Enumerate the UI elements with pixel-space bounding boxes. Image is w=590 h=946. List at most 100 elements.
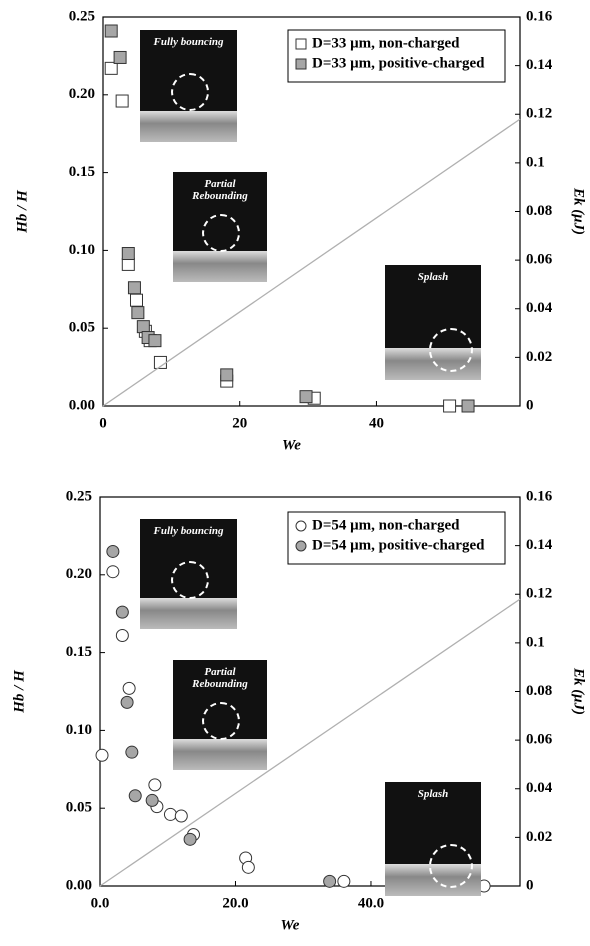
y2-tick-label: 0.1 bbox=[526, 154, 545, 170]
inset-ring bbox=[202, 214, 240, 252]
y2-axis-label: Ek (μJ) bbox=[571, 187, 587, 235]
inset-surface bbox=[173, 739, 267, 770]
inset-photo: Partial Rebounding bbox=[173, 660, 267, 770]
x-tick-label: 40.0 bbox=[358, 895, 384, 911]
chart: 0.000.050.100.150.200.2500.020.040.060.0… bbox=[0, 0, 590, 946]
point bbox=[116, 629, 128, 641]
point bbox=[324, 875, 336, 887]
inset-ring bbox=[171, 561, 209, 599]
legend-label: D=33 μm, positive-charged bbox=[312, 55, 485, 71]
point bbox=[338, 875, 350, 887]
inset-photo: Fully bouncing bbox=[140, 519, 237, 629]
point bbox=[462, 400, 474, 412]
y2-tick-label: 0.02 bbox=[526, 349, 552, 365]
point bbox=[122, 258, 134, 270]
inset-ring bbox=[171, 73, 209, 111]
inset-label: Splash bbox=[385, 788, 481, 800]
y2-tick-label: 0 bbox=[526, 877, 534, 893]
point bbox=[126, 746, 138, 758]
inset-photo: Partial Rebounding bbox=[173, 172, 267, 282]
y2-tick-label: 0.16 bbox=[526, 8, 553, 24]
point bbox=[121, 696, 133, 708]
y2-tick-label: 0 bbox=[526, 397, 534, 413]
point bbox=[122, 248, 134, 260]
x-tick-label: 0 bbox=[99, 415, 107, 431]
point bbox=[221, 369, 233, 381]
y2-tick-label: 0.1 bbox=[526, 634, 545, 650]
point bbox=[105, 62, 117, 74]
y2-tick-label: 0.14 bbox=[526, 57, 553, 73]
inset-ring bbox=[429, 844, 473, 888]
inset-label: Partial Rebounding bbox=[173, 178, 267, 202]
y2-tick-label: 0.06 bbox=[526, 732, 553, 748]
point bbox=[164, 808, 176, 820]
point bbox=[149, 335, 161, 347]
y-tick-label: 0.05 bbox=[69, 320, 95, 336]
point bbox=[116, 95, 128, 107]
x-axis-label: We bbox=[282, 437, 301, 453]
inset-label: Fully bouncing bbox=[140, 36, 237, 48]
y2-tick-label: 0.08 bbox=[526, 203, 552, 219]
point bbox=[132, 307, 144, 319]
y2-tick-label: 0.12 bbox=[526, 586, 552, 602]
inset-ring bbox=[202, 702, 240, 740]
point bbox=[105, 25, 117, 37]
point bbox=[128, 282, 140, 294]
x-axis-label: We bbox=[281, 917, 300, 933]
y2-tick-label: 0.06 bbox=[526, 252, 553, 268]
point bbox=[107, 566, 119, 578]
y2-tick-label: 0.04 bbox=[526, 780, 553, 796]
point bbox=[137, 321, 149, 333]
inset-ring bbox=[429, 328, 473, 372]
y-tick-label: 0.10 bbox=[69, 242, 95, 258]
point bbox=[123, 682, 135, 694]
inset-label: Splash bbox=[385, 271, 481, 283]
inset-label: Fully bouncing bbox=[140, 525, 237, 537]
y-tick-label: 0.20 bbox=[69, 86, 95, 102]
page: 0.000.050.100.150.200.2500.020.040.060.0… bbox=[0, 0, 590, 946]
y-axis-label: Hb / H bbox=[11, 669, 27, 714]
legend-marker bbox=[296, 59, 306, 69]
y-tick-label: 0.00 bbox=[66, 877, 92, 893]
legend-marker bbox=[296, 541, 306, 551]
point bbox=[129, 790, 141, 802]
y2-axis-label: Ek (μJ) bbox=[571, 667, 587, 715]
legend-marker bbox=[296, 521, 306, 531]
x-tick-label: 0.0 bbox=[91, 895, 110, 911]
legend-label: D=33 μm, non-charged bbox=[312, 35, 460, 51]
point bbox=[116, 606, 128, 618]
inset-surface bbox=[140, 598, 237, 629]
y-tick-label: 0.25 bbox=[66, 488, 92, 504]
y-tick-label: 0.15 bbox=[66, 644, 92, 660]
x-tick-label: 20.0 bbox=[222, 895, 248, 911]
point bbox=[96, 749, 108, 761]
x-tick-label: 20 bbox=[232, 415, 247, 431]
point bbox=[184, 833, 196, 845]
point bbox=[300, 391, 312, 403]
y2-tick-label: 0.14 bbox=[526, 537, 553, 553]
y2-tick-label: 0.08 bbox=[526, 683, 552, 699]
inset-photo: Splash bbox=[385, 782, 481, 896]
y2-tick-label: 0.04 bbox=[526, 300, 553, 316]
y-tick-label: 0.00 bbox=[69, 397, 95, 413]
y2-tick-label: 0.02 bbox=[526, 829, 552, 845]
point bbox=[242, 861, 254, 873]
legend-label: D=54 μm, positive-charged bbox=[312, 537, 485, 553]
y2-tick-label: 0.12 bbox=[526, 106, 552, 122]
inset-photo: Splash bbox=[385, 265, 481, 380]
point bbox=[175, 810, 187, 822]
legend-label: D=54 μm, non-charged bbox=[312, 517, 460, 533]
point bbox=[114, 51, 126, 63]
y-tick-label: 0.10 bbox=[66, 722, 92, 738]
inset-label: Partial Rebounding bbox=[173, 666, 267, 690]
point bbox=[149, 779, 161, 791]
point bbox=[130, 294, 142, 306]
inset-surface bbox=[140, 111, 237, 142]
y-tick-label: 0.25 bbox=[69, 8, 95, 24]
point bbox=[146, 794, 158, 806]
y2-tick-label: 0.16 bbox=[526, 488, 553, 504]
point bbox=[444, 400, 456, 412]
y-tick-label: 0.20 bbox=[66, 566, 92, 582]
y-tick-label: 0.05 bbox=[66, 800, 92, 816]
legend-marker bbox=[296, 39, 306, 49]
